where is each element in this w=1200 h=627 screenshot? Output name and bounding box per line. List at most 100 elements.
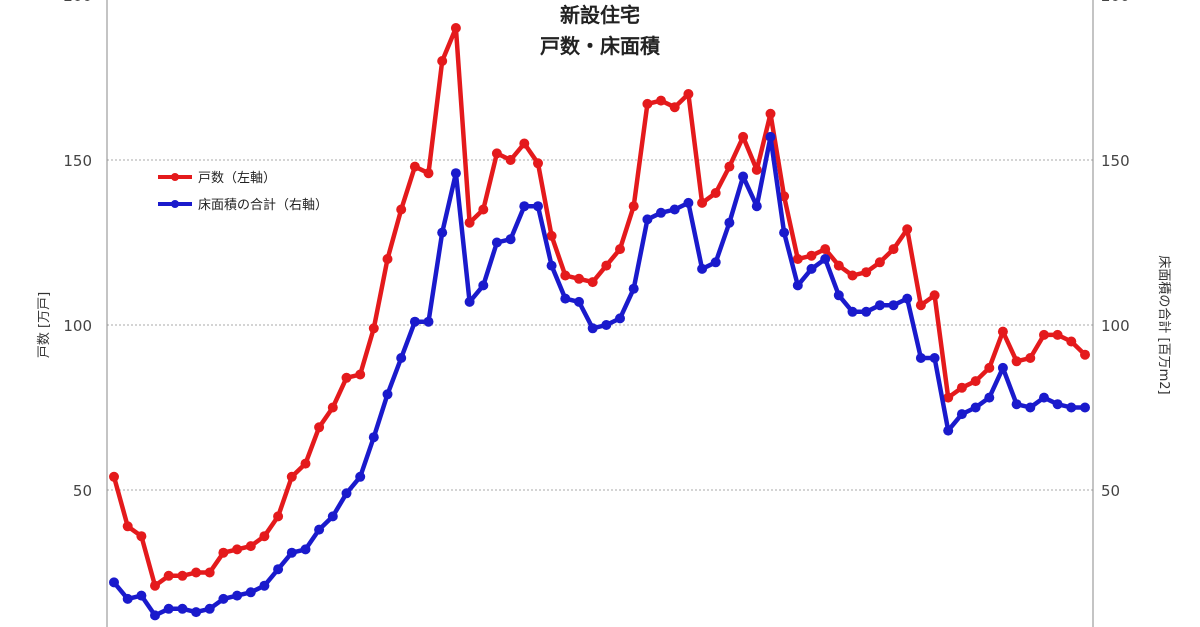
series-0-point-50	[792, 254, 803, 264]
series-0-point-46	[738, 131, 749, 142]
series-0-point-16	[327, 402, 338, 413]
series-0-point-53	[833, 260, 844, 271]
series-1-point-55	[861, 306, 872, 317]
series-0-point-4	[163, 570, 174, 581]
series-1-point-30	[519, 201, 530, 212]
series-1-point-49	[779, 227, 790, 238]
series-0-point-13	[286, 471, 297, 482]
series-0-point-1	[122, 521, 133, 532]
series-0-point-31	[533, 158, 543, 169]
y-axis-label-right: 床面積の合計 [百万m2]	[1156, 255, 1172, 394]
series-0-point-36	[601, 260, 612, 271]
series-0-point-59	[915, 300, 926, 311]
series-0-point-57	[888, 244, 899, 255]
series-1-point-65	[997, 362, 1008, 373]
series-0	[109, 23, 1090, 591]
series-0-point-19	[368, 323, 379, 334]
series-0-point-33	[560, 270, 571, 281]
series-0-point-40	[656, 95, 666, 106]
series-1-point-1	[122, 593, 133, 604]
left-tick-labels: 50 100 150 200	[63, 0, 92, 500]
series-0-point-5	[177, 570, 188, 581]
series-1-point-41	[669, 204, 680, 215]
series-1-point-5	[177, 603, 188, 614]
series-1-point-8	[218, 593, 229, 604]
series-1-point-20	[382, 389, 393, 400]
series-0-point-29	[505, 155, 516, 165]
series-0-point-25	[450, 23, 461, 33]
series-1-point-32	[546, 260, 557, 271]
series-1-point-71	[1080, 402, 1090, 413]
series-1-point-64	[984, 392, 995, 403]
series-1-point-50	[792, 280, 803, 291]
series-1-point-7	[204, 603, 215, 614]
series-1-point-62	[956, 409, 967, 420]
series-1-point-67	[1025, 402, 1036, 413]
series-0-point-17	[341, 372, 352, 383]
series-1-point-27	[478, 280, 489, 291]
series-1	[109, 131, 1090, 621]
series-1-point-66	[1011, 399, 1022, 410]
series-1-point-24	[437, 227, 448, 238]
series-0-point-28	[491, 148, 502, 159]
series-0-point-10	[245, 541, 256, 552]
series-0-point-67	[1025, 353, 1036, 363]
series-1-point-25	[450, 168, 461, 179]
series-0-point-2	[136, 531, 147, 542]
series-0-point-30	[519, 138, 530, 149]
series-1-point-34	[574, 296, 584, 307]
series-1-point-63	[970, 402, 981, 413]
series-1-point-19	[368, 432, 379, 443]
legend-label-floor-area: 床面積の合計（右軸）	[198, 197, 328, 213]
series-0-point-3	[150, 580, 160, 591]
series-0-point-52	[820, 244, 831, 255]
y-tick-left-150: 150	[63, 152, 92, 170]
series-1-point-70	[1066, 402, 1077, 413]
chart-title: 新設住宅	[560, 3, 640, 27]
series-1-point-16	[327, 511, 338, 522]
y-tick-right-50: 50	[1101, 482, 1120, 500]
series-0-point-43	[697, 197, 708, 208]
series-1-point-51	[806, 263, 817, 274]
series-0-point-18	[355, 369, 366, 380]
legend-item-dwellings: 戸数（左軸）	[158, 171, 276, 186]
series-1-point-47	[751, 201, 762, 212]
series-1-point-48	[765, 131, 776, 142]
series-1-point-60	[929, 353, 940, 363]
series-layer	[109, 23, 1090, 621]
series-1-point-29	[505, 234, 516, 245]
series-0-point-55	[861, 267, 872, 278]
series-1-point-61	[943, 425, 954, 436]
series-1-point-14	[300, 544, 311, 555]
series-0-point-41	[669, 102, 680, 113]
y-tick-left-50: 50	[73, 482, 92, 500]
series-0-point-42	[683, 89, 694, 99]
series-0-point-45	[724, 161, 735, 172]
series-0-point-56	[874, 257, 885, 268]
series-0-point-62	[956, 382, 967, 393]
series-0-point-68	[1039, 329, 1049, 340]
series-1-point-21	[396, 353, 407, 363]
series-0-point-11	[259, 531, 270, 542]
series-0-point-6	[191, 567, 202, 578]
series-0-point-39	[642, 98, 653, 109]
series-1-point-58	[902, 293, 913, 304]
series-0-point-63	[970, 376, 981, 387]
series-1-point-59	[915, 353, 926, 363]
right-tick-labels: 50 100 150 200	[1101, 0, 1130, 500]
series-1-point-0	[109, 577, 119, 588]
legend-item-floor-area: 床面積の合計（右軸）	[158, 197, 328, 213]
series-1-point-18	[355, 471, 366, 482]
series-0-point-21	[396, 204, 407, 215]
series-1-point-10	[245, 587, 256, 598]
series-0-point-32	[546, 230, 557, 241]
series-1-point-52	[820, 254, 831, 264]
series-0-point-22	[409, 161, 420, 172]
y-tick-left-100: 100	[63, 317, 92, 335]
series-0-point-27	[478, 204, 489, 215]
series-1-point-40	[656, 207, 666, 218]
series-1-point-6	[191, 607, 202, 618]
series-0-point-37	[615, 244, 625, 255]
series-0-point-71	[1080, 349, 1090, 360]
